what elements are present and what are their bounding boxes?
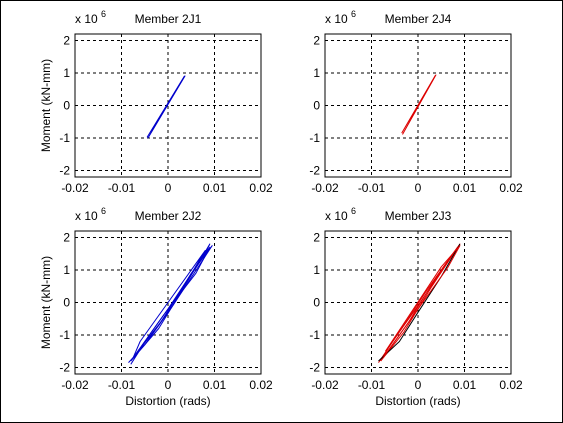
x-tick-label: -0.01: [358, 181, 386, 195]
y-tick-label: -2: [309, 361, 320, 375]
series-line: [146, 75, 186, 139]
x-tick-label: -0.02: [61, 181, 89, 195]
chart-title: Member 2J2: [135, 209, 202, 223]
y-scale-multiplier: x 10: [75, 12, 98, 26]
y-tick-label: -1: [59, 131, 70, 145]
chart-title: Member 2J3: [385, 209, 452, 223]
x-tick-label: 0.02: [499, 378, 523, 392]
y-scale-exponent: 6: [351, 206, 356, 216]
series-line: [134, 246, 211, 355]
y-scale-multiplier: x 10: [325, 209, 348, 223]
x-tick-label: -0.01: [108, 181, 136, 195]
y-scale-multiplier: x 10: [325, 12, 348, 26]
y-tick-label: 0: [313, 99, 320, 113]
axes-frame: [74, 33, 262, 178]
series-line: [378, 243, 461, 362]
y-tick-label: -1: [309, 131, 320, 145]
y-scale-exponent: 6: [351, 9, 356, 19]
x-axis-label: Distortion (rads): [375, 394, 460, 408]
x-tick-label: 0: [415, 378, 422, 392]
x-axis-label: Distortion (rads): [125, 394, 210, 408]
x-tick-label: 0: [165, 378, 172, 392]
series-line: [132, 250, 206, 358]
x-tick-label: 0: [415, 181, 422, 195]
y-axis-label: Moment (kN-mm): [39, 59, 53, 152]
y-tick-label: 0: [63, 99, 70, 113]
y-tick-label: 2: [63, 34, 70, 48]
y-tick-label: 0: [63, 296, 70, 310]
y-tick-label: 0: [313, 296, 320, 310]
y-tick-label: 2: [313, 34, 320, 48]
chart-title: Member 2J1: [135, 12, 202, 26]
x-tick-label: 0.01: [203, 378, 227, 392]
axes-frame: [74, 230, 262, 375]
x-tick-label: 0.02: [499, 181, 523, 195]
x-tick-label: 0.01: [453, 378, 477, 392]
y-scale-exponent: 6: [101, 9, 106, 19]
x-tick-label: -0.02: [311, 181, 339, 195]
series-line: [382, 245, 461, 359]
y-tick-label: 1: [63, 263, 70, 277]
x-tick-label: -0.01: [108, 378, 136, 392]
y-tick-label: -2: [59, 361, 70, 375]
y-scale-exponent: 6: [101, 206, 106, 216]
axes-frame: [324, 230, 512, 375]
y-axis-label: Moment (kN-mm): [39, 256, 53, 349]
x-tick-label: 0.01: [203, 181, 227, 195]
y-tick-label: 2: [63, 231, 70, 245]
y-tick-label: -1: [59, 328, 70, 342]
subplot-2: -0.02 -0.01 0 0.01 0.02 -2 -1 0 1 2 x 10 6 Member 2J…: [309, 9, 523, 195]
x-tick-label: -0.02: [311, 378, 339, 392]
y-tick-label: 1: [63, 66, 70, 80]
x-tick-label: 0: [165, 181, 172, 195]
x-tick-label: 0.01: [453, 181, 477, 195]
y-tick-label: -2: [309, 164, 320, 178]
y-tick-label: 1: [313, 66, 320, 80]
y-tick-label: 1: [313, 263, 320, 277]
subplot-3: -0.02 -0.01 0 0.01 0.02 -2 -1 0 1 2 x 10 6 Member 2J…: [39, 206, 273, 408]
x-tick-label: 0.02: [249, 181, 273, 195]
chart-title: Member 2J4: [385, 12, 452, 26]
y-scale-multiplier: x 10: [75, 209, 98, 223]
axes-frame: [324, 33, 512, 178]
y-tick-label: -2: [59, 164, 70, 178]
series-line: [401, 74, 437, 135]
x-tick-label: -0.02: [61, 378, 89, 392]
y-tick-label: -1: [309, 328, 320, 342]
subplot-4: -0.02 -0.01 0 0.01 0.02 -2 -1 0 1 2 x 10 6 Member 2J…: [309, 206, 523, 408]
y-tick-label: 2: [313, 231, 320, 245]
x-tick-label: -0.01: [358, 378, 386, 392]
subplot-1: -0.02 -0.01 0 0.01 0.02 -2 -1 0 1 2 x 10 6 Member 2J…: [39, 9, 273, 195]
x-tick-label: 0.02: [249, 378, 273, 392]
